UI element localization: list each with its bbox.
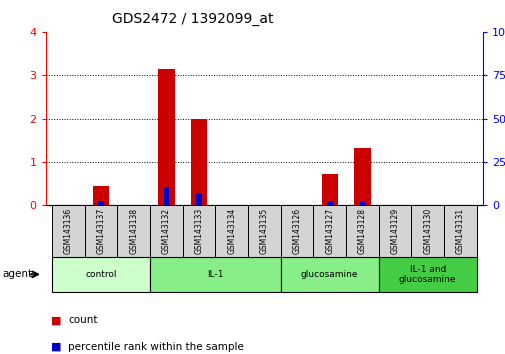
Text: percentile rank within the sample: percentile rank within the sample: [68, 342, 244, 352]
Bar: [345, 205, 378, 257]
Bar: [163, 187, 169, 205]
Bar: [247, 205, 280, 257]
Bar: [52, 205, 84, 257]
Bar: [117, 205, 150, 257]
Text: GSM143135: GSM143135: [260, 208, 268, 254]
Text: GSM143131: GSM143131: [455, 208, 464, 254]
Text: GSM143127: GSM143127: [325, 208, 333, 254]
Bar: [98, 201, 104, 205]
Text: GSM143130: GSM143130: [422, 208, 431, 254]
Text: IL-1 and
glucosamine: IL-1 and glucosamine: [398, 265, 456, 284]
Bar: [93, 186, 109, 205]
Text: GSM143133: GSM143133: [194, 208, 203, 254]
Bar: [182, 205, 215, 257]
Bar: [158, 69, 174, 205]
Text: GSM143128: GSM143128: [357, 208, 366, 254]
Text: IL-1: IL-1: [207, 270, 223, 279]
Bar: [215, 205, 247, 257]
Bar: [84, 205, 117, 257]
Text: GSM143138: GSM143138: [129, 208, 138, 254]
Text: control: control: [85, 270, 117, 279]
Bar: [354, 148, 370, 205]
Text: agent: agent: [3, 269, 33, 279]
Bar: [359, 202, 365, 205]
Bar: [321, 174, 337, 205]
Bar: [378, 205, 411, 257]
Bar: [150, 205, 182, 257]
Bar: [52, 257, 150, 292]
Bar: [150, 257, 280, 292]
Text: glucosamine: glucosamine: [300, 270, 358, 279]
Text: GDS2472 / 1392099_at: GDS2472 / 1392099_at: [111, 12, 273, 27]
Text: GSM143132: GSM143132: [162, 208, 171, 254]
Bar: [196, 193, 201, 205]
Bar: [190, 119, 207, 205]
Text: GSM143136: GSM143136: [64, 208, 73, 254]
Text: GSM143137: GSM143137: [96, 208, 106, 254]
Text: GSM143129: GSM143129: [390, 208, 399, 254]
Bar: [443, 205, 476, 257]
Text: count: count: [68, 315, 97, 325]
Bar: [280, 257, 378, 292]
Text: ■: ■: [50, 315, 61, 325]
Bar: [326, 201, 332, 205]
Text: GSM143134: GSM143134: [227, 208, 236, 254]
Bar: [313, 205, 345, 257]
Bar: [280, 205, 313, 257]
Bar: [378, 257, 476, 292]
Text: GSM143126: GSM143126: [292, 208, 301, 254]
Text: ■: ■: [50, 342, 61, 352]
Bar: [411, 205, 443, 257]
